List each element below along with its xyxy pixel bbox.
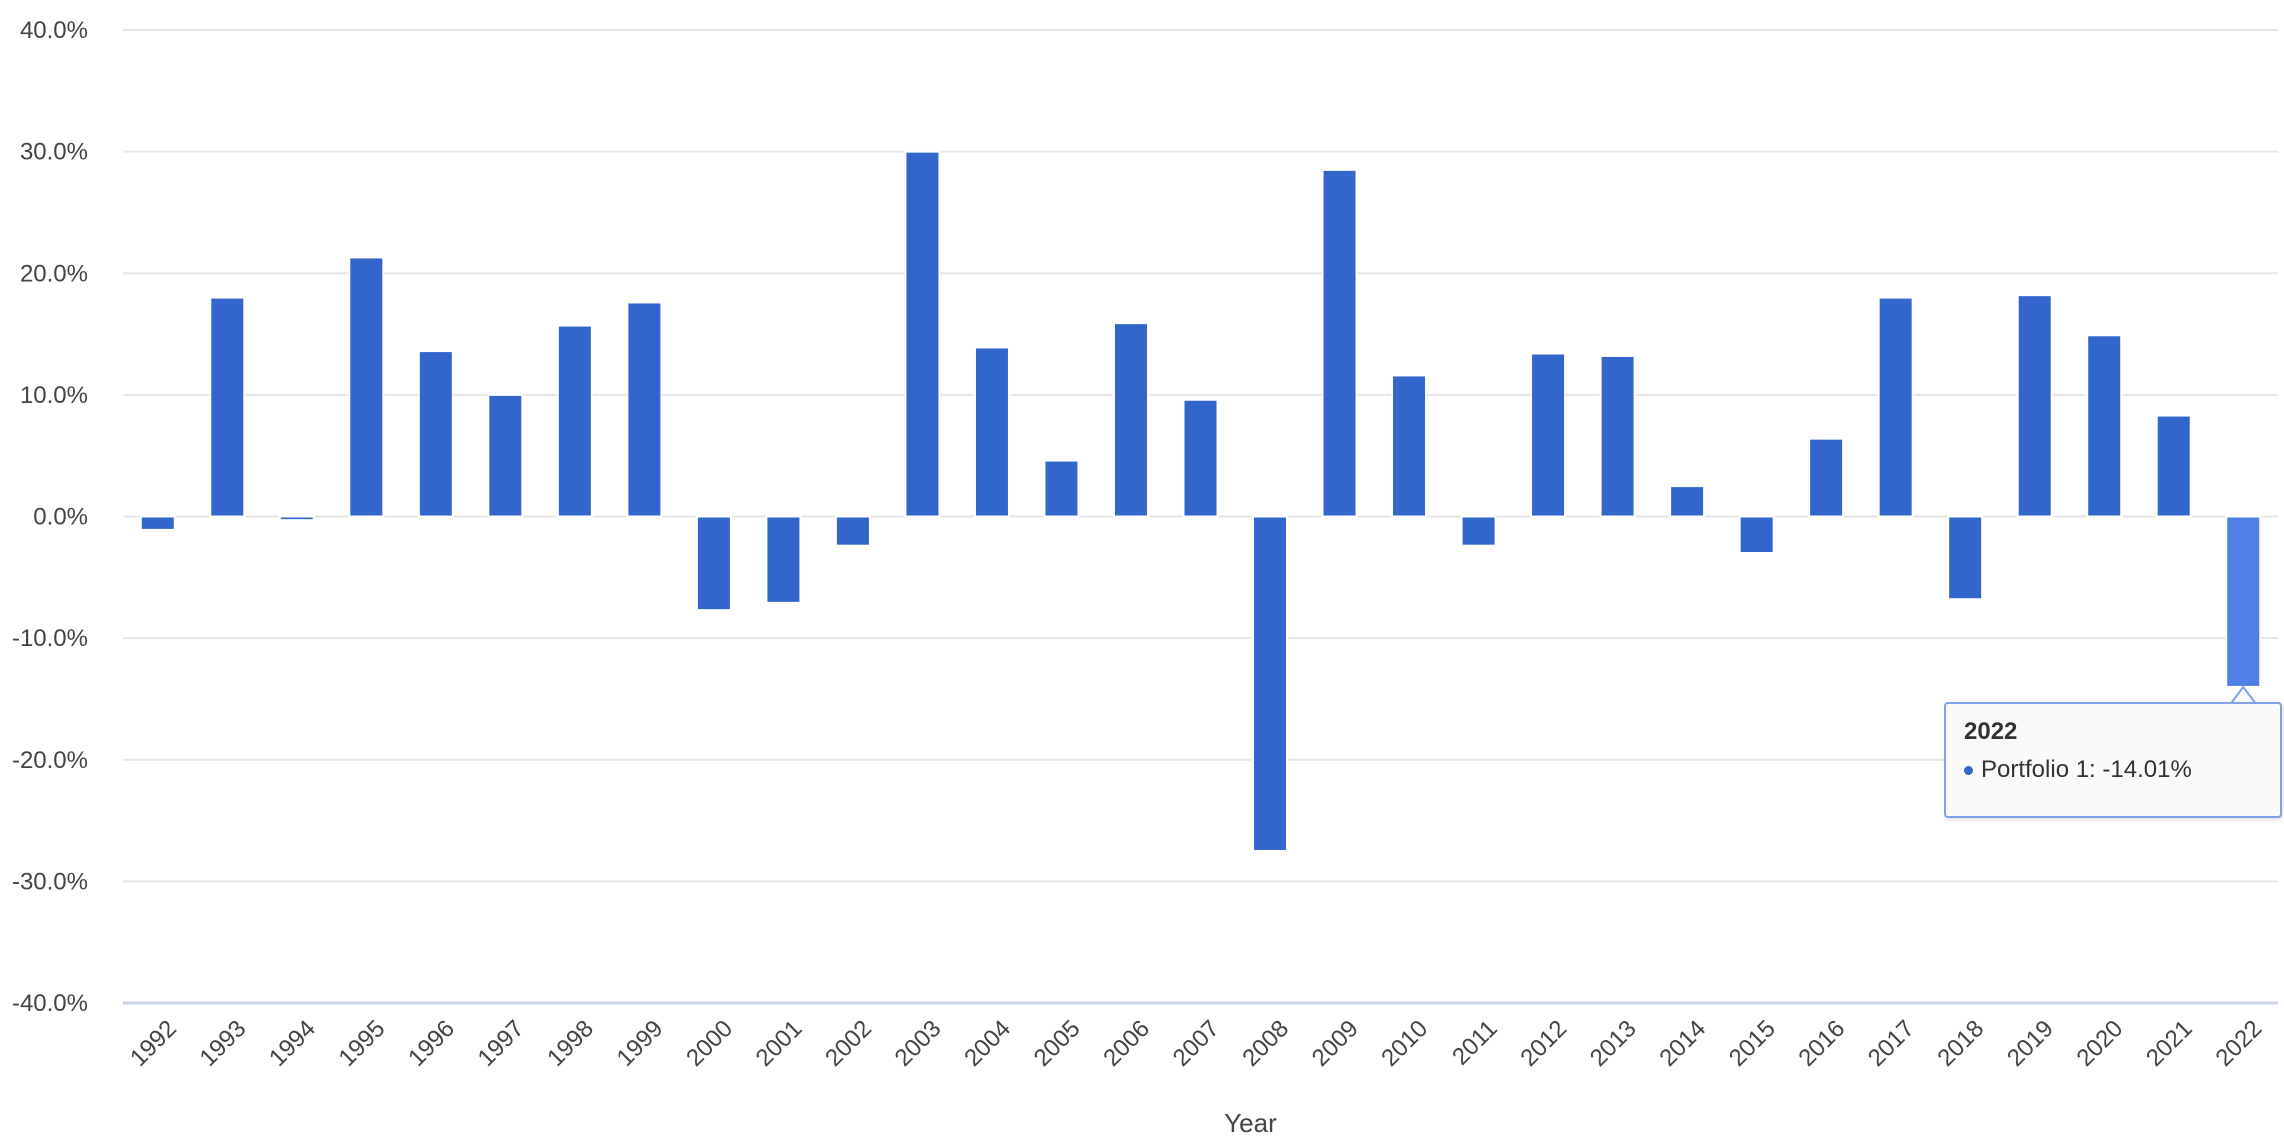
bar-2014[interactable] (1669, 485, 1706, 518)
bar-2013[interactable] (1599, 354, 1636, 518)
bar-2022[interactable] (2225, 515, 2262, 688)
bar-2012[interactable] (1530, 352, 1567, 518)
y-axis-tick-labels: 40.0% 30.0% 20.0% 10.0% 0.0% -10.0% -20.0% -30.… (12, 17, 88, 1017)
x-tick-label: 2000 (681, 1015, 738, 1072)
y-tick-label: -30.0% (12, 868, 88, 895)
bar-1996[interactable] (417, 350, 454, 518)
x-tick-label: 2001 (751, 1015, 808, 1072)
y-tick-label: 20.0% (20, 260, 88, 287)
y-tick-label: -20.0% (12, 747, 88, 774)
x-tick-label: 2007 (1168, 1015, 1225, 1072)
bar-1995[interactable] (348, 256, 385, 518)
tooltip-row: Portfolio 1: -14.01% (1964, 756, 2262, 784)
bar-2001[interactable] (765, 515, 802, 604)
x-tick-label: 1998 (542, 1015, 599, 1072)
bars (139, 150, 2262, 852)
bar-2004[interactable] (973, 346, 1010, 518)
tooltip-title: 2022 (1964, 718, 2018, 745)
x-tick-label: 2020 (2071, 1015, 2128, 1072)
x-tick-label: 2010 (1376, 1015, 1433, 1072)
x-tick-label: 1995 (334, 1015, 391, 1072)
bar-1993[interactable] (209, 296, 246, 518)
x-tick-label: 2016 (1793, 1015, 1850, 1072)
bar-2000[interactable] (695, 515, 732, 612)
bar-2019[interactable] (2016, 294, 2053, 518)
x-tick-label: 2009 (1307, 1015, 1364, 1072)
x-tick-label: 1997 (473, 1015, 530, 1072)
bar-2015[interactable] (1738, 515, 1775, 554)
bar-1992[interactable] (139, 515, 176, 531)
bar-2009[interactable] (1321, 168, 1358, 518)
series-dot-icon (1964, 765, 1973, 775)
bar-2008[interactable] (1252, 515, 1289, 852)
x-tick-label: 2018 (1932, 1015, 1989, 1072)
bar-2016[interactable] (1808, 437, 1845, 518)
bar-2011[interactable] (1460, 515, 1497, 547)
x-axis-title: Year (1224, 1108, 1277, 1138)
x-tick-label: 2014 (1654, 1015, 1711, 1072)
x-tick-label: 2017 (1863, 1015, 1920, 1072)
bar-2005[interactable] (1043, 459, 1080, 518)
x-tick-label: 2006 (1098, 1015, 1155, 1072)
x-tick-label: 1999 (612, 1015, 669, 1072)
y-tick-label: -40.0% (12, 990, 88, 1017)
x-tick-label: 1993 (195, 1015, 252, 1072)
bar-2020[interactable] (2086, 334, 2123, 518)
y-tick-label: 30.0% (20, 139, 88, 166)
tooltip: 2022 Portfolio 1: -14.01% (1944, 702, 2282, 818)
bar-1999[interactable] (626, 301, 663, 518)
bar-2003[interactable] (904, 150, 941, 518)
tooltip-value: Portfolio 1: -14.01% (1981, 756, 2192, 783)
bar-2017[interactable] (1877, 296, 1914, 518)
bar-1997[interactable] (487, 393, 524, 518)
tooltip-pointer (2229, 685, 2258, 704)
bar-2018[interactable] (1947, 515, 1984, 601)
x-tick-label: 2004 (959, 1015, 1016, 1072)
x-axis-tick-labels: 1992 1993 1994 1995 1996 1997 1998 1999 2000 2001… (125, 1015, 2267, 1072)
bar-2010[interactable] (1391, 374, 1428, 518)
bar-2021[interactable] (2155, 414, 2192, 518)
x-tick-label: 1994 (264, 1015, 321, 1072)
x-tick-label: 2003 (890, 1015, 947, 1072)
x-tick-label: 2002 (820, 1015, 877, 1072)
bar-2006[interactable] (1112, 322, 1149, 518)
y-tick-label: 10.0% (20, 382, 88, 409)
bar-1998[interactable] (556, 324, 593, 518)
x-tick-label: 2012 (1515, 1015, 1572, 1072)
x-tick-label: 1996 (403, 1015, 460, 1072)
x-tick-label: 2008 (1237, 1015, 1294, 1072)
bar-2007[interactable] (1182, 398, 1219, 518)
x-tick-label: 2011 (1447, 1015, 1503, 1071)
x-tick-label: 2019 (2002, 1015, 2059, 1072)
y-tick-label: -10.0% (12, 625, 88, 652)
tooltip-notch (2229, 685, 2258, 704)
bar-1994[interactable] (278, 515, 315, 522)
y-tick-label: 0.0% (33, 504, 88, 531)
x-tick-label: 2021 (2141, 1015, 2198, 1072)
x-tick-label: 2013 (1585, 1015, 1642, 1072)
x-tick-label: 2015 (1724, 1015, 1781, 1072)
x-tick-label: 1992 (125, 1015, 182, 1072)
y-tick-label: 40.0% (20, 17, 88, 44)
x-tick-label: 2022 (2211, 1015, 2268, 1072)
bar-2002[interactable] (834, 515, 871, 547)
x-tick-label: 2005 (1029, 1015, 1086, 1072)
